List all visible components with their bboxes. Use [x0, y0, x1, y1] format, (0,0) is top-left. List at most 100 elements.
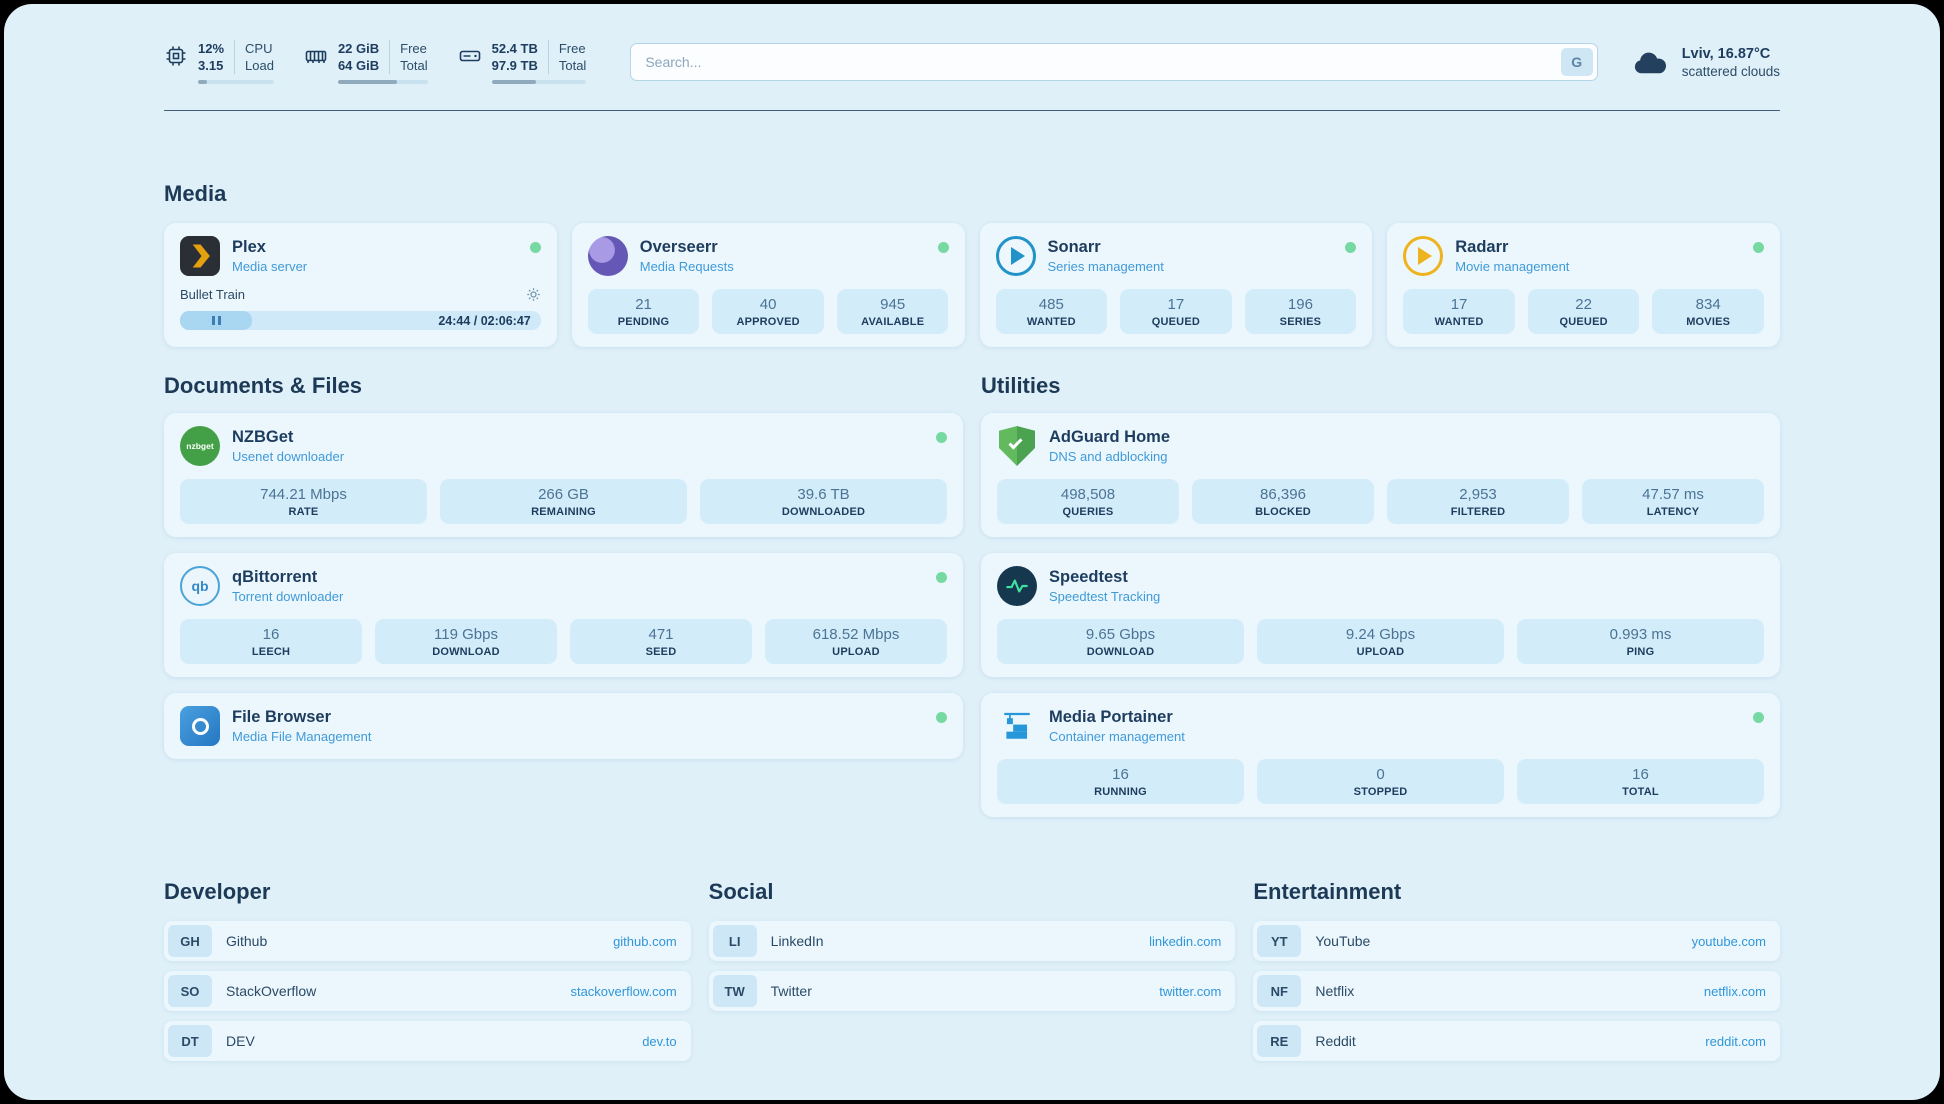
app-title: AdGuard Home [1049, 427, 1171, 446]
section-title-utilities: Utilities [981, 373, 1061, 398]
bookmark-url[interactable]: netflix.com [1703, 983, 1766, 999]
system-widgets: 12% 3.15 CPU Load [164, 40, 587, 84]
app-card-portainer[interactable]: Media Portainer Container management 16 … [981, 693, 1780, 817]
bookmark-github[interactable]: GH Github github.com [164, 921, 691, 961]
app-card-adguard[interactable]: AdGuard Home DNS and adblocking 498,508 … [981, 413, 1780, 537]
app-title: Speedtest [1049, 567, 1128, 586]
cpu-progress-bar [198, 80, 274, 84]
app-card-radarr[interactable]: Radarr Movie management 17 WANTED 22 QUE… [1387, 223, 1780, 347]
header-divider [164, 110, 1780, 111]
bookmark-linkedin[interactable]: LI LinkedIn linkedin.com [708, 921, 1236, 961]
app-card-qbittorrent[interactable]: qb qBittorrent Torrent downloader 16 LEE… [164, 553, 963, 677]
search-engine-button[interactable]: G [1560, 48, 1593, 76]
stat-box: 744.21 Mbps RATE [180, 479, 427, 524]
disk-label-1: Free [558, 41, 586, 56]
stat-box: 945 AVAILABLE [836, 289, 949, 334]
app-title: Radarr [1455, 237, 1509, 256]
app-title: Overseerr [639, 237, 718, 256]
stat-box: 834 MOVIES [1652, 289, 1764, 334]
stat-box: 39.6 TB DOWNLOADED [700, 479, 947, 524]
search-input[interactable] [630, 43, 1598, 81]
cloud-icon [1630, 47, 1670, 77]
playback-progress-bar[interactable]: 24:44 / 02:06:47 [180, 311, 541, 330]
app-subtitle: Torrent downloader [232, 588, 344, 604]
bookmark-url[interactable]: youtube.com [1691, 933, 1766, 949]
cpu-load-value: 3.15 [198, 58, 224, 73]
app-card-overseerr[interactable]: Overseerr Media Requests 21 PENDING 40 A… [571, 223, 965, 347]
app-card-nzbget[interactable]: nzbget NZBGet Usenet downloader 744.21 M… [164, 413, 963, 537]
app-subtitle: DNS and adblocking [1049, 448, 1168, 464]
media-cards-row: Plex Media server Bullet Train 24:44 / 0… [164, 223, 1780, 347]
gear-icon[interactable] [526, 287, 541, 302]
app-card-filebrowser[interactable]: File Browser Media File Management [164, 693, 963, 759]
app-subtitle: Media File Management [232, 728, 372, 744]
bookmark-name: Twitter [770, 983, 812, 999]
app-card-speedtest[interactable]: Speedtest Speedtest Tracking 9.65 Gbps D… [981, 553, 1780, 677]
status-dot [937, 242, 949, 253]
status-dot [1753, 242, 1764, 253]
app-card-plex[interactable]: Plex Media server Bullet Train 24:44 / 0… [164, 223, 557, 347]
stat-box: 17 WANTED [1403, 289, 1515, 334]
bookmark-url[interactable]: twitter.com [1159, 983, 1222, 999]
stat-box: 16 TOTAL [1517, 759, 1764, 804]
stat-box: 498,508 QUERIES [997, 479, 1179, 524]
bookmark-netflix[interactable]: NF Netflix netflix.com [1253, 971, 1780, 1011]
app-subtitle: Media server [232, 258, 308, 274]
bookmark-abbr: TW [712, 975, 757, 1007]
disk-total-value: 97.9 TB [491, 58, 538, 73]
radarr-icon [1403, 236, 1444, 276]
stat-box: 22 QUEUED [1527, 289, 1640, 334]
app-subtitle: Speedtest Tracking [1049, 588, 1161, 604]
disk-label-2: Total [558, 58, 587, 73]
qbittorrent-icon: qb [180, 566, 220, 606]
stat-box: 618.52 Mbps UPLOAD [765, 619, 947, 664]
memory-widget: 22 GiB 64 GiB Free Total [304, 40, 428, 84]
top-bar: 12% 3.15 CPU Load [164, 4, 1780, 84]
memory-progress-bar [337, 80, 428, 84]
section-title-social: Social [708, 879, 774, 904]
app-title: NZBGet [232, 427, 294, 446]
stat-box: 9.24 Gbps UPLOAD [1257, 619, 1504, 664]
bookmark-name: DEV [226, 1033, 255, 1049]
bookmark-url[interactable]: reddit.com [1705, 1033, 1766, 1049]
bookmark-url[interactable]: dev.to [642, 1033, 677, 1049]
bookmark-stackoverflow[interactable]: SO StackOverflow stackoverflow.com [164, 971, 691, 1011]
stat-box: 2,953 FILTERED [1387, 479, 1569, 524]
stat-box: 47.57 ms LATENCY [1582, 479, 1764, 524]
cpu-widget: 12% 3.15 CPU Load [164, 40, 274, 84]
bookmark-twitter[interactable]: TW Twitter twitter.com [708, 971, 1236, 1011]
status-dot [936, 572, 947, 583]
section-title-media: Media [164, 181, 227, 206]
bookmark-name: LinkedIn [770, 933, 824, 949]
overseerr-icon [587, 236, 628, 276]
cpu-percent: 12% [198, 41, 225, 56]
app-card-sonarr[interactable]: Sonarr Series management 485 WANTED 17 Q… [979, 223, 1373, 347]
weather-widget: Lviv, 16.87°C scattered clouds [1630, 46, 1780, 79]
stat-box: 266 GB REMAINING [440, 479, 687, 524]
ram-label-1: Free [400, 41, 427, 56]
weather-condition: scattered clouds [1681, 63, 1780, 79]
stat-box: 196 SERIES [1244, 289, 1357, 334]
bookmark-name: Github [226, 933, 268, 949]
pause-icon[interactable] [180, 311, 253, 330]
stat-box: 17 QUEUED [1120, 289, 1232, 334]
portainer-icon [997, 706, 1037, 746]
stat-box: 21 PENDING [587, 289, 700, 334]
bookmark-abbr: LI [712, 925, 757, 957]
bookmark-url[interactable]: github.com [613, 933, 677, 949]
now-playing-title: Bullet Train [180, 287, 246, 302]
speedtest-icon [997, 566, 1037, 606]
cpu-icon [164, 44, 188, 68]
stat-box: 119 Gbps DOWNLOAD [375, 619, 557, 664]
disk-progress-bar [491, 80, 587, 84]
bookmark-dev[interactable]: DT DEV dev.to [164, 1021, 691, 1061]
stat-box: 40 APPROVED [712, 289, 824, 334]
cpu-label-2: Load [245, 58, 274, 73]
bookmark-url[interactable]: stackoverflow.com [570, 983, 677, 999]
status-dot [936, 432, 947, 443]
bookmark-reddit[interactable]: RE Reddit reddit.com [1253, 1021, 1780, 1061]
stat-box: 86,396 BLOCKED [1192, 479, 1374, 524]
app-title: Plex [232, 237, 266, 256]
bookmark-youtube[interactable]: YT YouTube youtube.com [1253, 921, 1780, 961]
bookmark-url[interactable]: linkedin.com [1149, 933, 1222, 949]
